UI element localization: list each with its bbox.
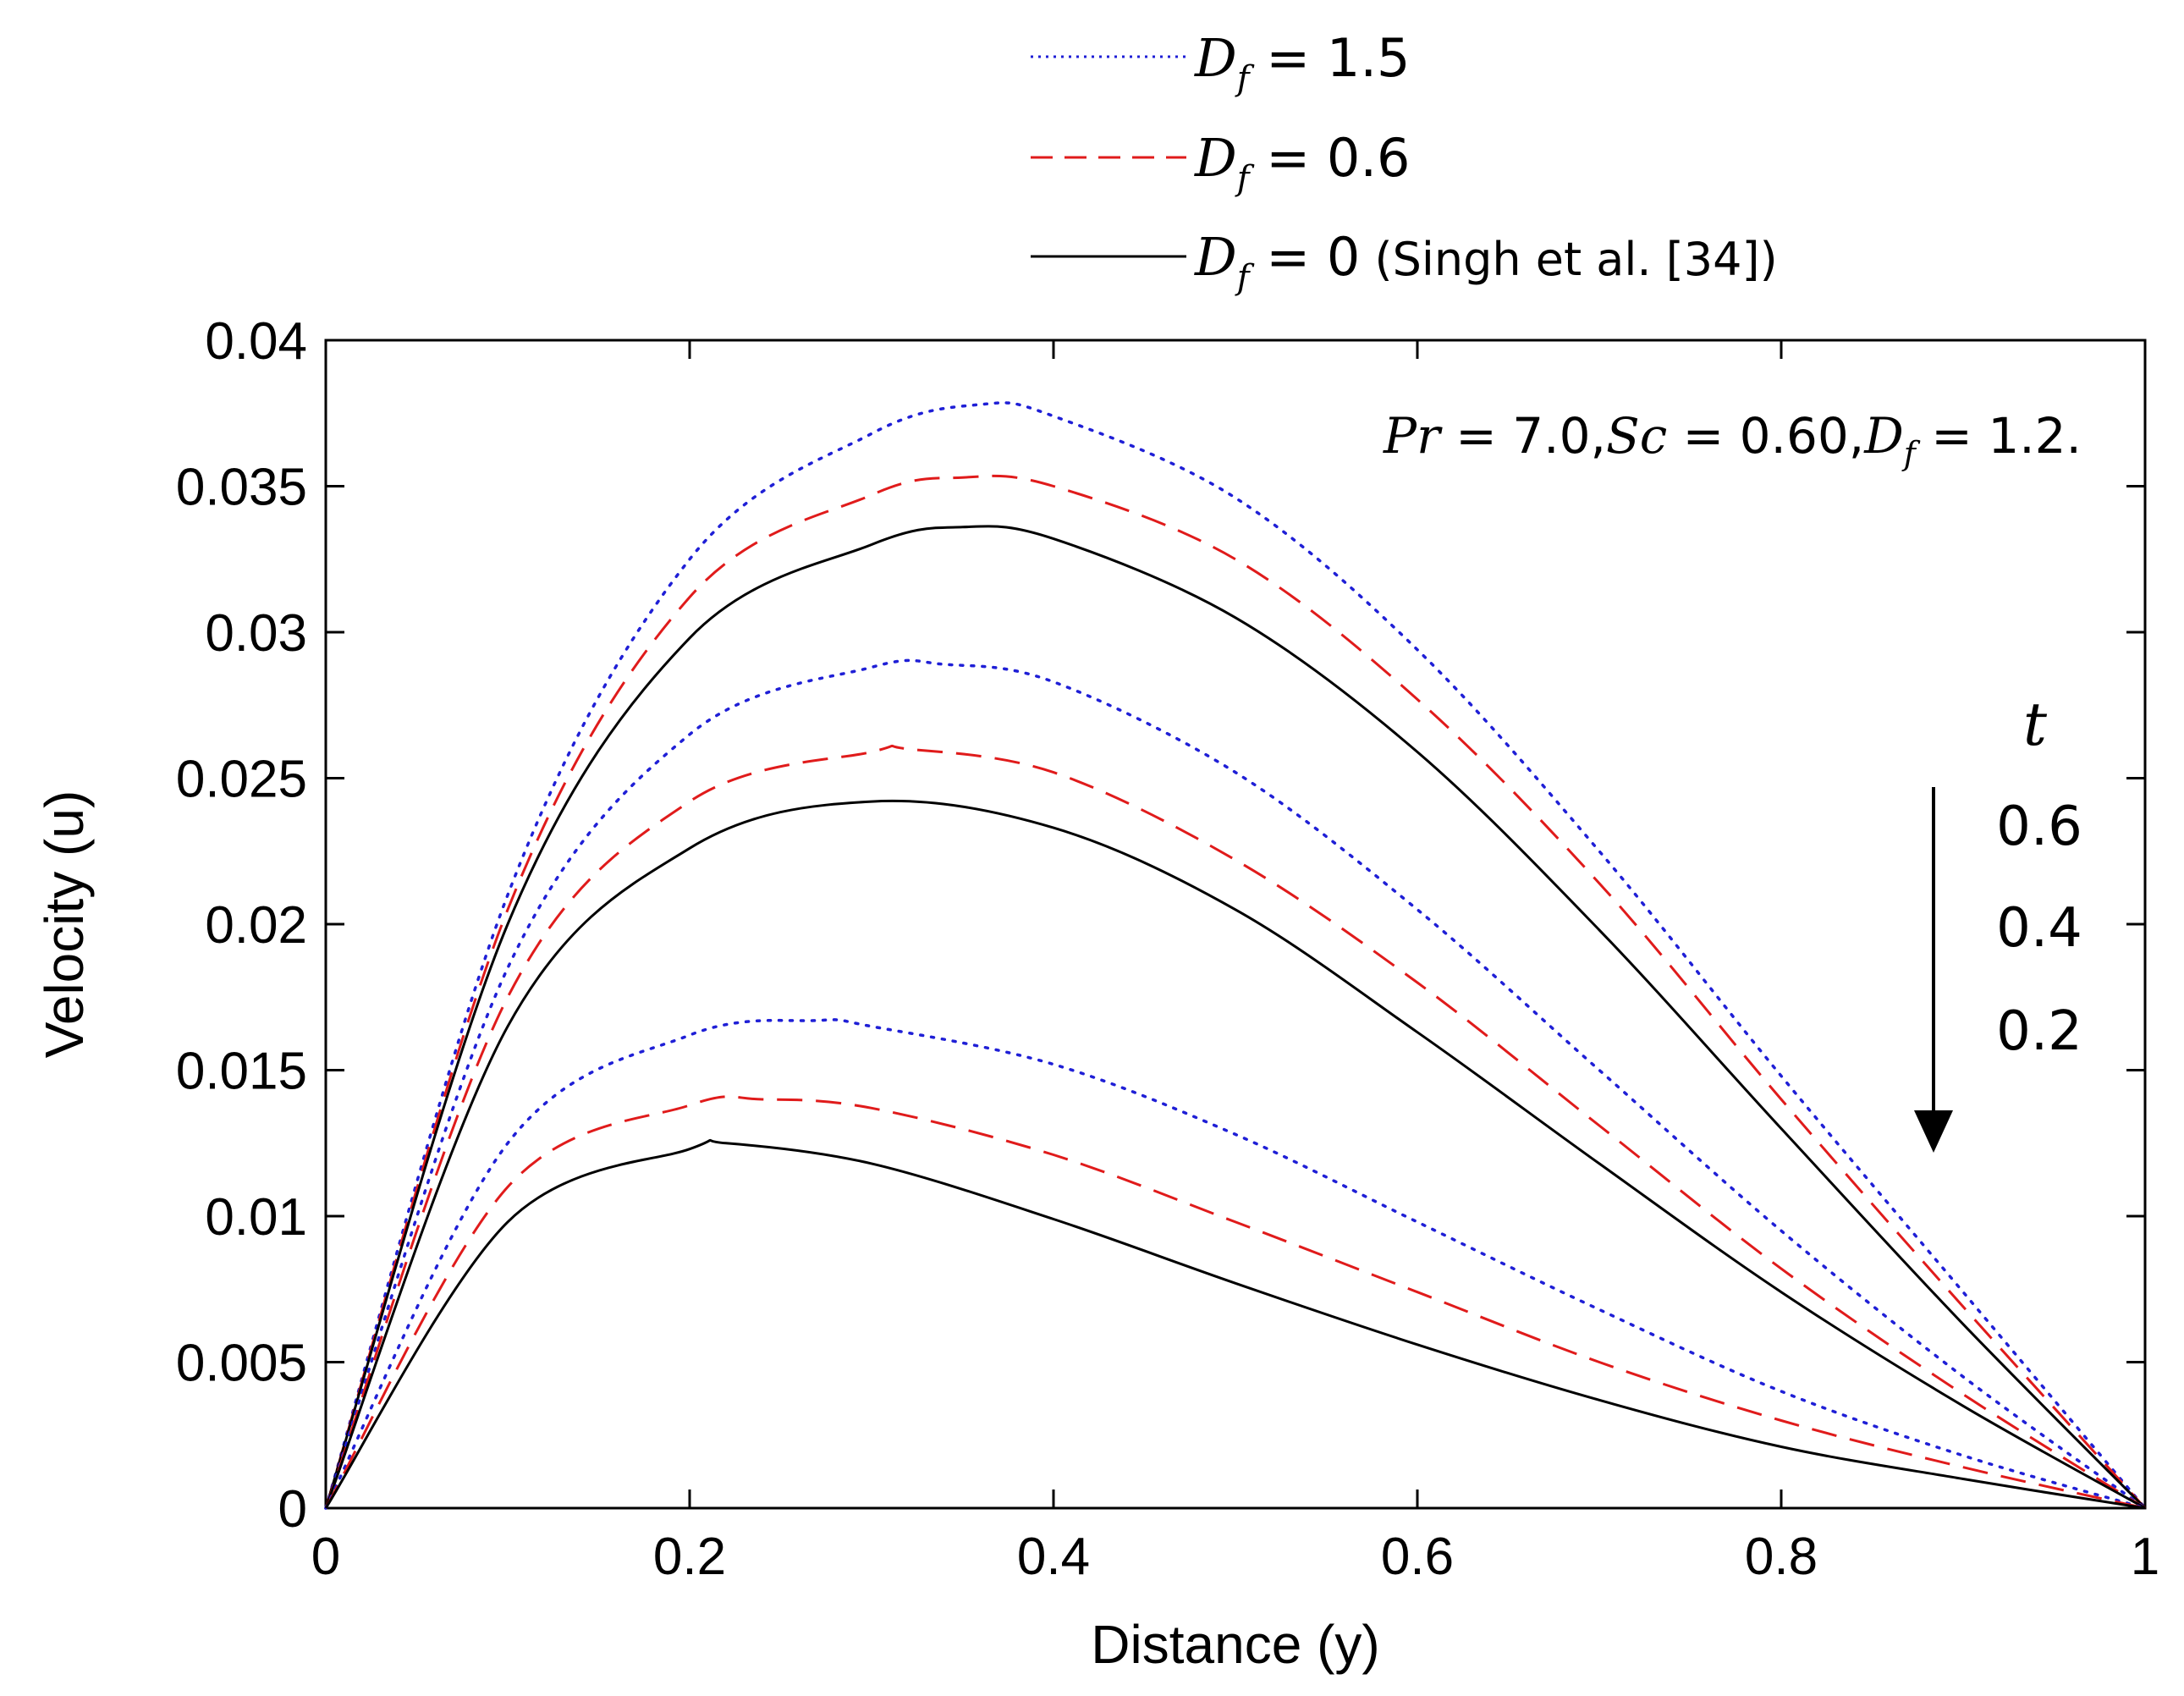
series-line-dashed (324, 1095, 2146, 1510)
legend-entry-df-1-5: Df = 1.5 (1031, 27, 1411, 98)
legend-label-citation: (Singh et al. [34]) (1360, 233, 1777, 286)
y-tick-label: 0.025 (176, 751, 307, 809)
legend-entry-df-0: Df = 0 (Singh et al. [34]) (1031, 226, 1778, 297)
annotation-df-value: = 1.2. (1916, 407, 2082, 465)
x-tick-label: 1 (2131, 1528, 2159, 1586)
legend-label-rest: = 0 (1250, 226, 1361, 288)
y-tick-label: 0.03 (205, 604, 307, 663)
x-tick-label: 0.2 (653, 1528, 726, 1586)
y-tick-label: 0.005 (176, 1335, 307, 1393)
legend-label-base: D (1194, 226, 1237, 288)
series-line-dotted (324, 401, 2147, 1510)
annotation-sc: Sc (1606, 407, 1667, 465)
x-axis-title: Distance (y) (1091, 1614, 1379, 1675)
legend-label-rest: = 1.5 (1250, 27, 1411, 89)
series-lines (324, 401, 2147, 1510)
legend-label-df-0-6: Df = 0.6 (1194, 127, 1411, 198)
time-value-0-6: 0.6 (1996, 796, 2082, 858)
series-line-solid (324, 1138, 2146, 1510)
x-tick-label: 0 (311, 1528, 340, 1586)
y-tick-label: 0.02 (205, 896, 307, 955)
legend-label-df-1-5: Df = 1.5 (1194, 27, 1411, 98)
x-tick-label: 0.8 (1745, 1528, 1818, 1586)
legend-label-rest: = 0.6 (1250, 127, 1411, 189)
legend-label-base: D (1194, 127, 1237, 189)
annotation-sc-value: = 0.60, (1667, 407, 1864, 465)
time-arrow-head (1914, 1110, 1953, 1153)
legend-label-base: D (1194, 27, 1237, 89)
time-value-0-4: 0.4 (1996, 897, 2082, 960)
y-tick-label: 0.015 (176, 1043, 307, 1101)
y-axis-title: Velocity (u) (34, 790, 95, 1059)
series-line-dotted (324, 1018, 2147, 1510)
legend-label-df-0: Df = 0 (Singh et al. [34]) (1194, 226, 1778, 297)
series-line-solid (324, 525, 2147, 1510)
series-line-dashed (324, 744, 2146, 1510)
y-tick-label: 0.035 (176, 459, 307, 517)
x-tick-label: 0.4 (1017, 1528, 1090, 1586)
time-value-0-2: 0.2 (1996, 1000, 2082, 1063)
annotation-df: D (1863, 407, 1904, 465)
legend: Df = 1.5 Df = 0.6 Df = 0 (Singh et al. [… (1031, 27, 1778, 297)
series-line-solid (324, 799, 2146, 1510)
parameter-annotation: Pr = 7.0,Sc = 0.60,Df = 1.2. (1383, 407, 2082, 472)
series-line-dotted (324, 658, 2147, 1510)
y-tick-label: 0.04 (205, 312, 307, 371)
time-label: t (2023, 690, 2048, 759)
series-line-dashed (324, 474, 2147, 1510)
y-tick-label: 0.01 (205, 1188, 307, 1247)
axis-tick-labels: 0 0.2 0.4 0.6 0.8 1 0 0.005 0.01 0.015 0.02 0.025 0.… (176, 312, 2159, 1586)
annotation-pr: Pr (1383, 407, 1443, 465)
y-tick-label: 0 (278, 1480, 307, 1539)
x-tick-label: 0.6 (1381, 1528, 1454, 1586)
annotation-pr-value: = 7.0, (1440, 407, 1606, 465)
legend-entry-df-0-6: Df = 0.6 (1031, 127, 1411, 198)
